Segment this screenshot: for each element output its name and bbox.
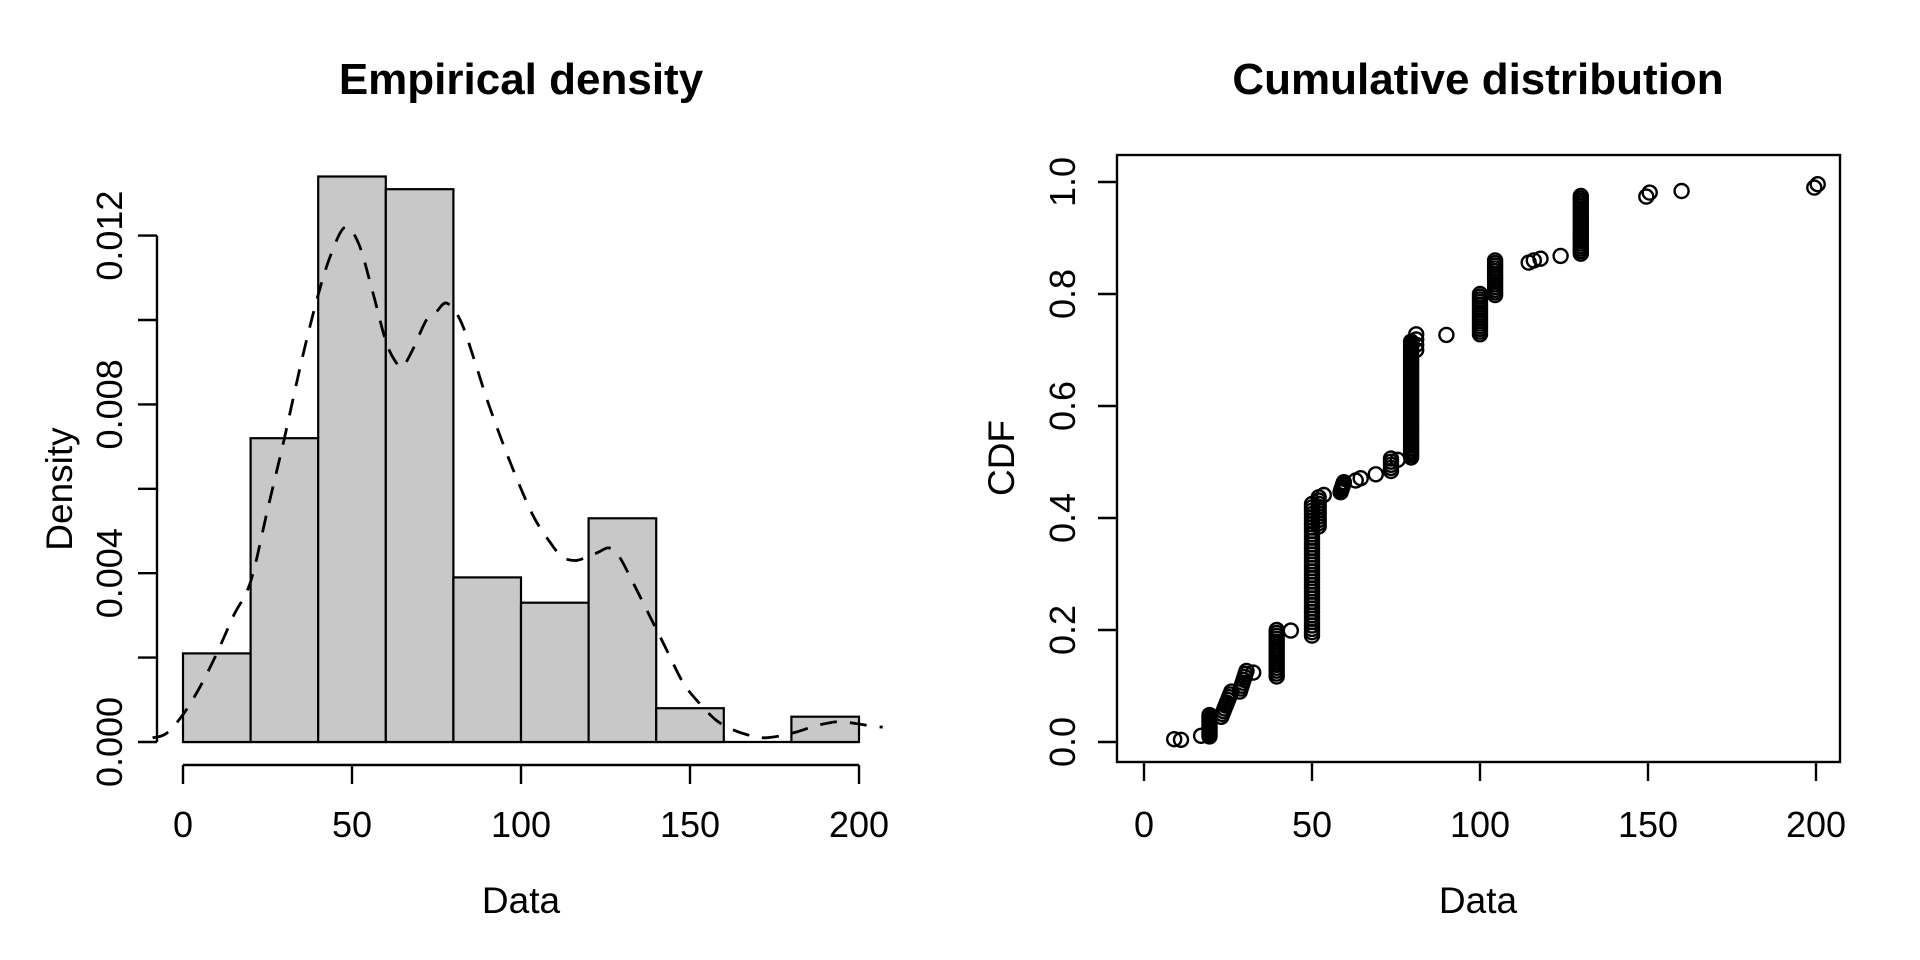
ecdf-point: [1407, 331, 1425, 348]
ecdf-point: [1172, 731, 1190, 748]
x-tick-label: 200: [1786, 804, 1846, 845]
x-tick-label: 0: [173, 804, 193, 845]
ecdf-point: [1315, 486, 1333, 504]
x-tick-label: 150: [660, 804, 720, 845]
cdf-title: Cumulative distribution: [1232, 55, 1723, 104]
ecdf-point: [1244, 664, 1262, 681]
y-tick-label: 0.6: [1042, 381, 1083, 431]
ecdf-point: [1486, 252, 1504, 269]
cdf-xlabel: Data: [1439, 880, 1518, 921]
ecdf-point: [1572, 187, 1590, 205]
histogram-bar: [249, 437, 320, 744]
histogram-bar: [519, 601, 590, 744]
ecdf-point: [1552, 247, 1569, 265]
ecdf-point: [1335, 474, 1353, 491]
y-tick-label: 0.4: [1042, 493, 1083, 543]
ecdf-point: [1438, 326, 1455, 344]
density-curve: [152, 225, 883, 740]
histogram-ylabel: Density: [39, 427, 80, 551]
ecdf-point: [1352, 470, 1369, 487]
x-tick-label: 50: [1292, 804, 1332, 845]
histogram-title: Empirical density: [339, 55, 704, 104]
ecdf-point: [1407, 341, 1425, 359]
y-tick-label: 0.004: [89, 528, 130, 618]
ecdf-point: [1638, 188, 1655, 205]
ecdf-point: [1641, 184, 1658, 201]
y-tick-label: 0.0: [1042, 717, 1083, 767]
histogram-bar: [384, 188, 455, 744]
y-tick-label: 0.008: [89, 359, 130, 449]
y-tick-label: 0.000: [89, 697, 130, 787]
plot-box: [1115, 153, 1842, 764]
cdf-ylabel: CDF: [981, 420, 1022, 496]
x-tick-label: 0: [1134, 804, 1154, 845]
x-tick-label: 100: [1450, 804, 1510, 845]
x-tick-label: 150: [1618, 804, 1678, 845]
histogram-panel: Empirical density Data Density 0.0000.00…: [39, 55, 889, 921]
ecdf-point: [1238, 662, 1255, 680]
histogram-bar: [181, 652, 252, 744]
histogram-bar: [655, 707, 725, 744]
ecdf-point: [1382, 450, 1400, 467]
x-tick-label: 50: [332, 804, 372, 845]
ecdf-point: [1407, 326, 1425, 343]
y-tick-label: 0.2: [1042, 605, 1083, 655]
ecdf-point: [1282, 622, 1300, 639]
ecdf-point: [1532, 250, 1549, 267]
ecdf-point: [1367, 466, 1385, 483]
y-tick-label: 0.012: [89, 191, 130, 281]
histogram-bar: [452, 576, 523, 744]
x-tick-label: 100: [491, 804, 551, 845]
ecdf-point: [1525, 252, 1543, 269]
histogram-plot-area: 0.000 0.004 0.008 0.012 0 50 100 150 200: [89, 175, 889, 845]
y-tick-label: 1.0: [1042, 157, 1083, 207]
ecdf-point: [1809, 175, 1826, 193]
cdf-panel: Cumulative distribution Data CDF 0 50 100 1…: [981, 55, 1846, 921]
y-tick-label: 0.8: [1042, 269, 1083, 319]
cdf-plot-area: 0 50 100 150 200 0.0 0.2 0.4 0.6 0.8 1.0: [1042, 153, 1846, 845]
histogram-bar: [587, 517, 658, 744]
ecdf-point: [1673, 182, 1690, 200]
x-tick-label: 200: [829, 804, 889, 845]
ecdf-point: [1165, 731, 1183, 748]
histogram-xlabel: Data: [482, 880, 561, 921]
ecdf-point: [1806, 179, 1823, 196]
ecdf-point: [1407, 336, 1425, 353]
